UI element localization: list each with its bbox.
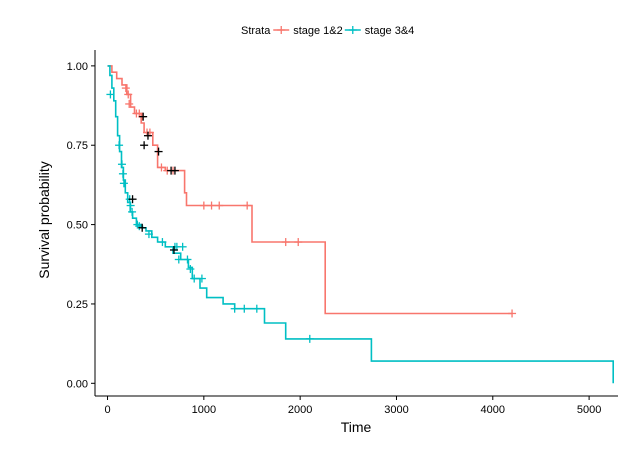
survival-curve-2 xyxy=(107,65,614,384)
risk-mark-9 xyxy=(169,245,178,254)
legend-item-1: stage 1&2 xyxy=(273,25,343,37)
censor-mark-2-8 xyxy=(128,207,137,216)
censor-mark-1-16 xyxy=(281,238,290,247)
risk-mark-2 xyxy=(140,141,149,150)
risk-mark-8 xyxy=(138,223,147,232)
censor-mark-2-4 xyxy=(118,169,127,178)
x-tick-label: 5000 xyxy=(577,404,601,416)
legend-item-2: stage 3&4 xyxy=(344,25,415,37)
censor-mark-2-19 xyxy=(190,274,199,283)
censor-mark-1-13 xyxy=(207,201,216,210)
censor-mark-2-20 xyxy=(197,274,206,283)
plot-area xyxy=(106,65,614,384)
censor-mark-2-18 xyxy=(186,265,195,274)
y-ticks: 0.00 0.25 0.50 0.75 1.00 xyxy=(67,61,95,390)
censor-mark-2-22 xyxy=(240,304,249,313)
censor-mark-1-15 xyxy=(243,201,252,210)
censor-mark-2-17 xyxy=(183,255,192,264)
axes: 0 1000 2000 3000 4000 5000 0.00 0.25 0.50 0.75 1.… xyxy=(36,50,618,435)
censor-mark-2-15 xyxy=(178,242,187,251)
censor-mark-1-18 xyxy=(508,309,517,318)
censor-mark-2-5 xyxy=(119,179,128,188)
censor-mark-1-1 xyxy=(121,84,130,93)
y-tick-label: 0.25 xyxy=(67,299,88,311)
risk-mark-1 xyxy=(139,112,148,121)
risk-mark-7 xyxy=(128,195,137,204)
censor-mark-2-11 xyxy=(144,230,153,239)
censor-mark-2-12 xyxy=(158,238,167,247)
y-tick-label: 0.75 xyxy=(67,140,88,152)
censor-mark-1-17 xyxy=(294,238,303,247)
x-tick-label: 2000 xyxy=(288,404,312,416)
legend-cross xyxy=(277,26,286,34)
risk-mark-4 xyxy=(154,147,163,156)
survival-curve-1 xyxy=(107,65,513,315)
censor-mark-1-9 xyxy=(157,163,166,172)
x-tick-label: 0 xyxy=(104,404,110,416)
censor-mark-1-12 xyxy=(199,201,208,210)
y-tick-label: 0.50 xyxy=(67,220,88,232)
censor-mark-2-3 xyxy=(117,160,126,169)
y-tick-label: 1.00 xyxy=(67,61,88,73)
censor-mark-2-7 xyxy=(126,201,135,210)
censor-mark-2-2 xyxy=(115,141,124,150)
censor-mark-1-14 xyxy=(215,201,224,210)
censor-mark-2-9 xyxy=(133,220,142,229)
x-tick-label: 4000 xyxy=(481,404,505,416)
legend-items: stage 1&2 stage 3&4 xyxy=(273,25,414,37)
risk-mark-6 xyxy=(170,166,179,175)
censor-mark-2-21 xyxy=(230,304,239,313)
x-axis-title: Time xyxy=(341,419,372,435)
y-axis-title: Survival probability xyxy=(36,161,52,279)
x-ticks: 0 1000 2000 3000 4000 5000 xyxy=(104,396,601,416)
censor-mark-1-3 xyxy=(125,99,134,108)
x-tick-label: 3000 xyxy=(384,404,408,416)
y-tick-label: 0.00 xyxy=(67,378,88,390)
censor-mark-2-23 xyxy=(252,304,261,313)
risk-mark-3 xyxy=(143,131,152,140)
censor-mark-2-1 xyxy=(106,90,115,99)
x-tick-label: 1000 xyxy=(192,404,216,416)
censor-mark-1-2 xyxy=(124,90,133,99)
legend: Strata stage 1&2 stage 3&4 xyxy=(241,25,414,37)
legend-label: stage 1&2 xyxy=(293,25,343,37)
legend-cross xyxy=(348,26,357,34)
censor-mark-2-16 xyxy=(174,255,183,264)
censor-mark-2-24 xyxy=(305,334,314,343)
legend-label: stage 3&4 xyxy=(365,25,415,37)
legend-title: Strata xyxy=(241,25,271,37)
